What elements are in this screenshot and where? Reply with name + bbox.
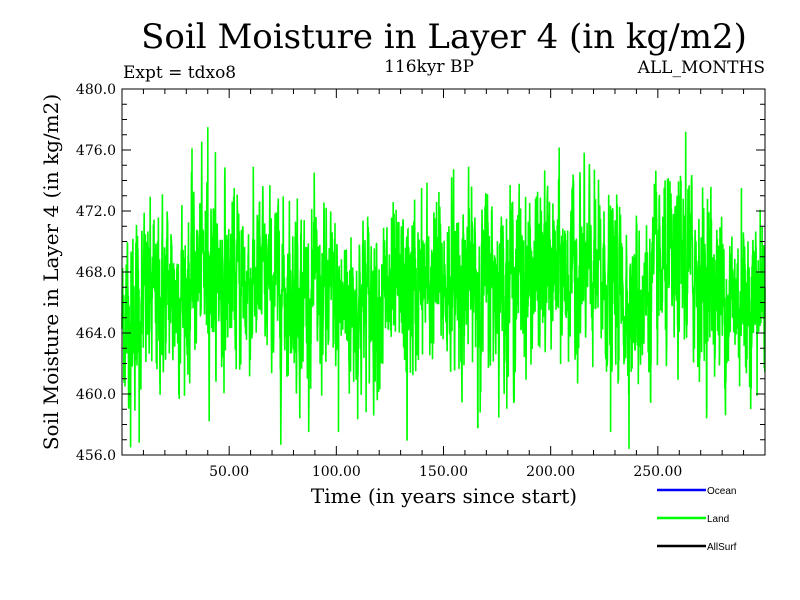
chart-subtitle: 116kyr BP (384, 57, 474, 77)
axes-layer: 456.0 460.0 464.0 468.0 472.0 476.0 480.0 50.00… (76, 82, 766, 480)
y-tick-label: 476.0 (76, 143, 116, 159)
legend-label-allsurf: AllSurf (707, 542, 737, 553)
y-tick-label: 472.0 (76, 204, 116, 220)
y-axis-label: Soil Moisture in Layer 4 (in kg/m2) (39, 94, 63, 450)
x-tick-label: 200.00 (526, 464, 575, 480)
legend-label-land: Land (707, 514, 729, 525)
y-tick-label: 480.0 (76, 82, 116, 98)
series-layer (121, 127, 766, 449)
legend-label-ocean: Ocean (707, 486, 736, 497)
x-tick-label: 50.00 (209, 464, 249, 480)
chart-title: Soil Moisture in Layer 4 (in kg/m2) (141, 17, 747, 57)
experiment-label: Expt = tdxo8 (123, 63, 236, 83)
x-axis-label: Time (in years since start) (311, 484, 577, 508)
months-label: ALL_MONTHS (637, 58, 765, 78)
series-line-land (121, 127, 766, 449)
x-tick-label: 100.00 (312, 464, 361, 480)
x-tick-label: 150.00 (419, 464, 468, 480)
x-tick-label: 250.00 (633, 464, 682, 480)
y-tick-label: 464.0 (76, 326, 116, 342)
legend: Ocean Land AllSurf (657, 486, 737, 553)
y-tick-label: 468.0 (76, 265, 116, 281)
y-tick-label: 460.0 (76, 387, 116, 403)
y-tick-label: 456.0 (76, 448, 116, 464)
